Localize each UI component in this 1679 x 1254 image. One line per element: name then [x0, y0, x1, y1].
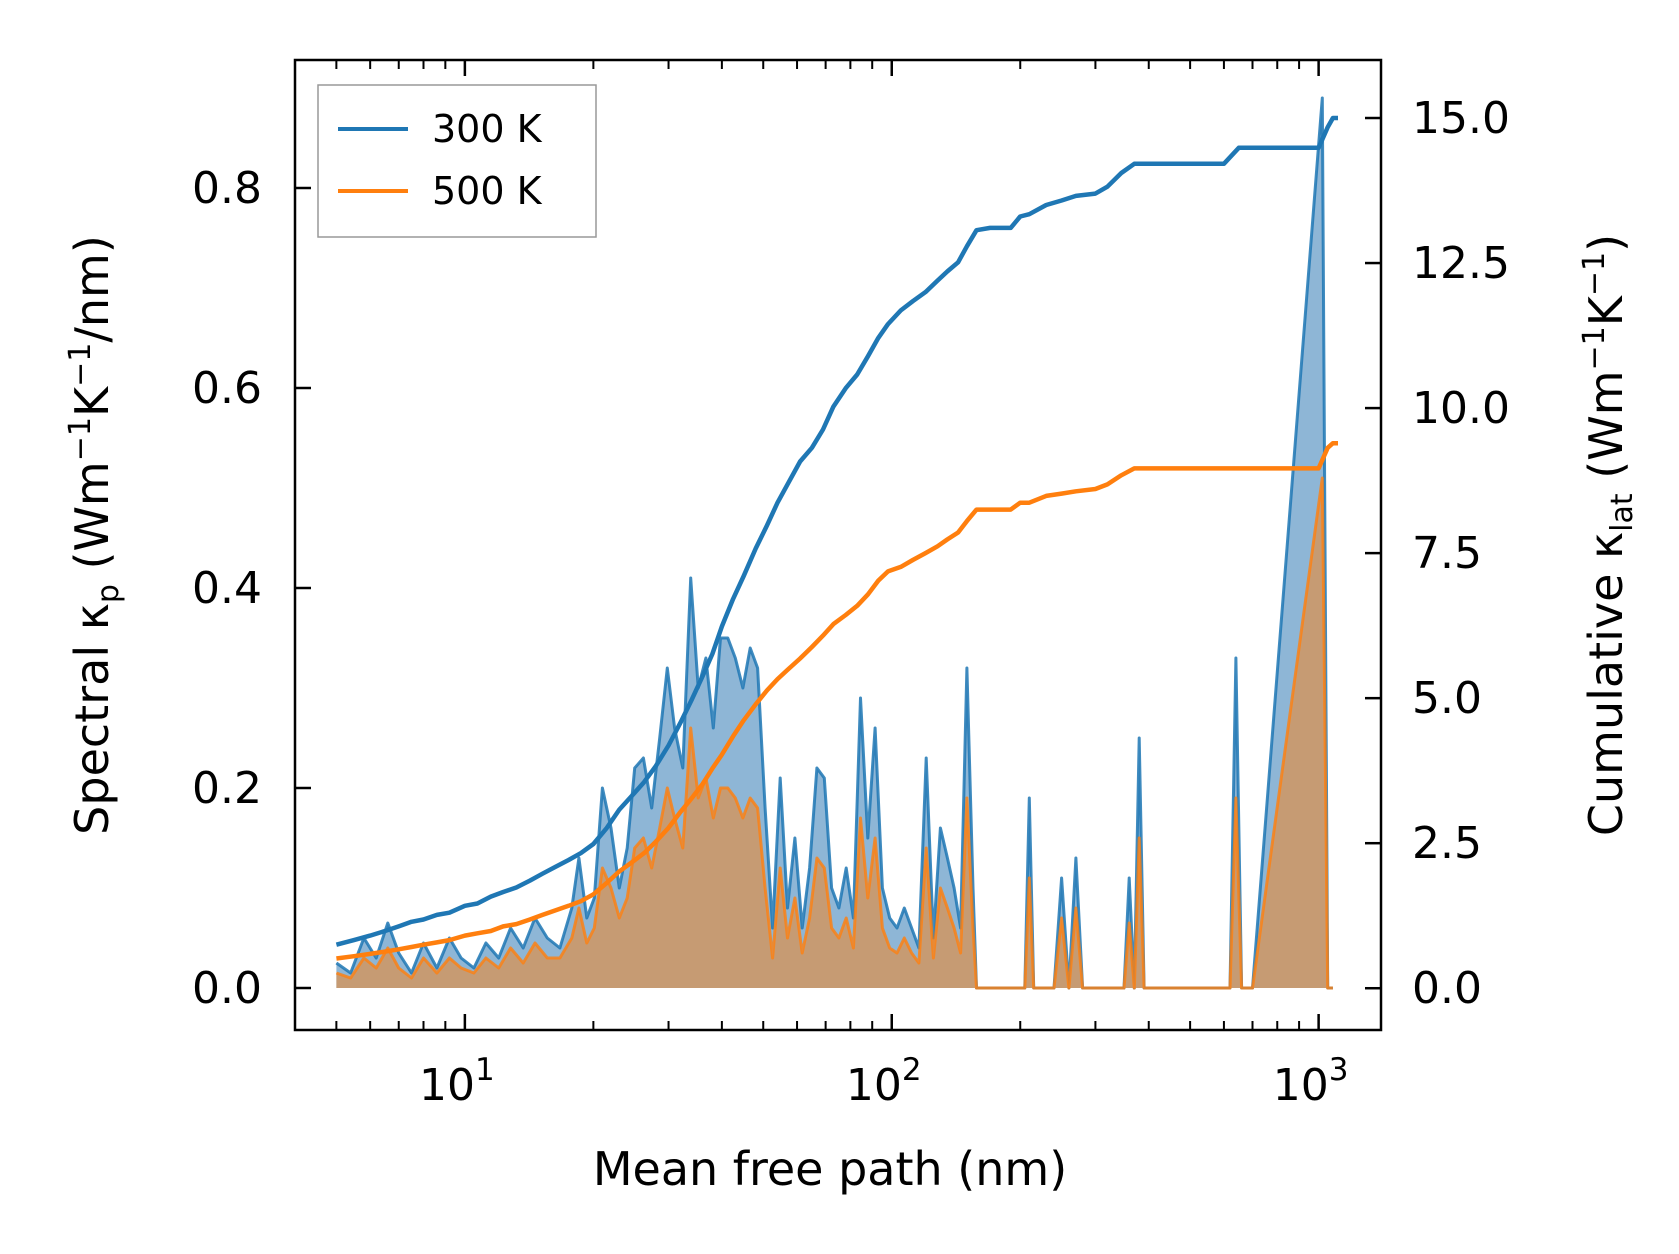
- cumulative-300k-line: [335, 115, 1338, 947]
- right-y-tick-label: 12.5: [1412, 238, 1510, 289]
- legend-label-300k: 300 K: [432, 107, 543, 151]
- left-y-axis-ticks: 0.0 0.2 0.4 0.6 0.8: [192, 163, 311, 1014]
- legend: 300 K 500 K: [317, 84, 597, 238]
- plot-border: [293, 58, 1383, 1032]
- right-y-tick-label: 15.0: [1412, 93, 1510, 144]
- left-y-axis-label: Spectral κp (Wm−1K−1/nm): [63, 235, 126, 835]
- cumulative-500k-line: [336, 440, 1338, 961]
- spectral-500k-area: [336, 478, 1333, 988]
- right-y-tick-label: 5.0: [1412, 673, 1482, 724]
- right-y-tick-label: 7.5: [1412, 528, 1482, 579]
- right-y-axis-label: Cumulative κlat (Wm−1K−1): [1577, 234, 1640, 836]
- plot-area: [335, 96, 1338, 990]
- right-y-tick-label: 10.0: [1412, 383, 1510, 434]
- right-y-tick-label: 2.5: [1412, 818, 1482, 869]
- left-y-tick-label: 0.6: [192, 363, 262, 414]
- x-axis-label: Mean free path (nm): [593, 1142, 1067, 1196]
- legend-box: [317, 84, 597, 238]
- axes-frame: [293, 58, 1383, 1032]
- left-y-tick-label: 0.4: [192, 563, 262, 614]
- right-y-axis-ticks: 0.0 2.5 5.0 7.5 10.0 12.5 15.0: [1365, 93, 1510, 1014]
- left-y-tick-label: 0.2: [192, 763, 262, 814]
- left-y-tick-label: 0.8: [192, 163, 262, 214]
- legend-label-500k: 500 K: [432, 169, 543, 213]
- right-y-tick-label: 0.0: [1412, 963, 1482, 1014]
- left-y-tick-label: 0.0: [192, 963, 262, 1014]
- spectral-500k-line: [335, 476, 1333, 990]
